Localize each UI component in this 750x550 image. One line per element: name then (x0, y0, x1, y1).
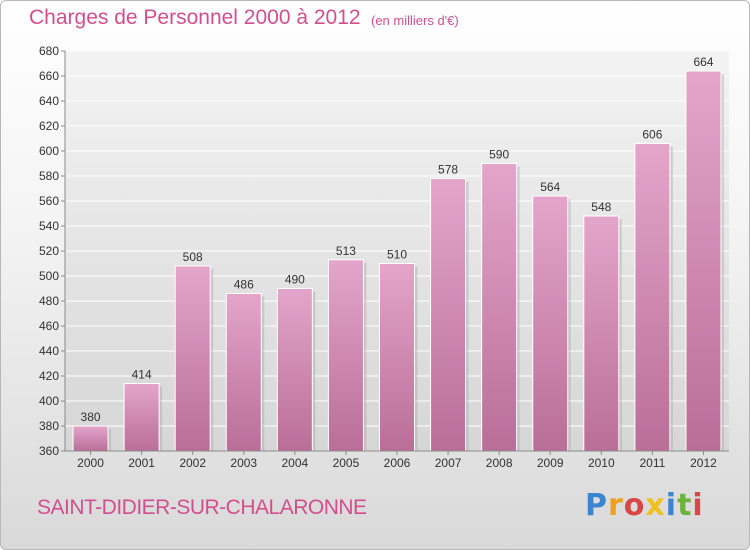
logo-letter: x (645, 488, 666, 523)
data-label-2000: 380 (81, 410, 101, 424)
y-tick-label: 560 (39, 194, 59, 208)
y-tick-label: 600 (39, 144, 59, 158)
x-tick-label-2001: 2001 (128, 456, 155, 470)
x-tick-label-2009: 2009 (537, 456, 564, 470)
x-tick-label-2012: 2012 (690, 456, 717, 470)
y-tick-label: 400 (39, 394, 59, 408)
y-tick-label: 540 (39, 219, 59, 233)
bar-2011 (634, 143, 671, 452)
bar-2000 (72, 425, 109, 452)
bar-2007 (430, 178, 467, 452)
x-tick-label-2011: 2011 (639, 456, 665, 470)
bar-2010 (583, 215, 620, 452)
data-label-2006: 510 (387, 248, 407, 262)
x-tick-label-2006: 2006 (384, 456, 411, 470)
bar-2008 (481, 163, 518, 452)
bar-2009 (532, 195, 569, 452)
x-tick-label-2002: 2002 (179, 456, 206, 470)
y-tick-label: 620 (39, 119, 59, 133)
bars (72, 70, 724, 452)
data-labels: 380 414 508 486 490 513 510 578 590 564 548 606 664 (81, 55, 714, 424)
data-label-2010: 548 (591, 200, 611, 214)
data-label-2003: 486 (234, 278, 254, 292)
data-label-2009: 564 (540, 180, 560, 194)
data-label-2005: 513 (336, 244, 356, 258)
bar-2012 (685, 70, 722, 452)
y-tick-label: 660 (39, 69, 59, 83)
y-tick-label: 440 (39, 344, 59, 358)
y-tick-label: 480 (39, 294, 59, 308)
bar-2006 (379, 263, 415, 452)
y-tick-label: 500 (39, 269, 59, 283)
chart-title: Charges de Personnel 2000 à 2012 (29, 6, 361, 29)
y-tick-label: 680 (39, 44, 59, 58)
bar-2003 (225, 293, 262, 452)
commune-name: SAINT-DIDIER-SUR-CHALARONNE (37, 496, 367, 519)
y-axis-ticks: 360 380 400 420 440 460 480 500 520 540 560 580 600 6… (39, 44, 65, 458)
logo-letter: t (677, 488, 693, 523)
proxiti-logo: Proxiti (585, 488, 704, 523)
logo-letter: o (623, 488, 646, 523)
data-label-2008: 590 (489, 148, 509, 162)
y-tick-label: 360 (39, 444, 59, 458)
x-axis-ticks: 2000 2001 2002 2003 2004 2005 2006 2007 2008 2009… (77, 451, 717, 470)
logo-letter: P (585, 488, 608, 523)
x-tick-label-2004: 2004 (281, 456, 308, 470)
y-tick-label: 380 (39, 419, 59, 433)
x-tick-label-2008: 2008 (486, 456, 513, 470)
logo-letter: r (608, 488, 624, 523)
y-tick-label: 460 (39, 319, 59, 333)
y-tick-label: 420 (39, 369, 59, 383)
bar-2001 (123, 383, 160, 452)
y-tick-label: 580 (39, 169, 59, 183)
x-tick-label-2005: 2005 (333, 456, 360, 470)
logo-letter: i (692, 488, 704, 523)
bar-2005 (327, 259, 364, 452)
x-tick-label-2003: 2003 (230, 456, 257, 470)
data-label-2001: 414 (132, 368, 152, 382)
bar-2002 (174, 265, 211, 452)
chart-subtitle: (en milliers d'€) (371, 13, 459, 28)
x-tick-label-2010: 2010 (588, 456, 615, 470)
data-label-2002: 508 (183, 250, 203, 264)
data-label-2004: 490 (285, 273, 305, 287)
x-tick-label-2007: 2007 (435, 456, 462, 470)
x-tick-label-2000: 2000 (77, 456, 104, 470)
y-tick-label: 640 (39, 94, 59, 108)
data-label-2012: 664 (693, 55, 713, 69)
y-tick-label: 520 (39, 244, 59, 258)
bar-2004 (276, 288, 313, 452)
logo-letter: i (665, 488, 678, 523)
data-label-2011: 606 (642, 128, 662, 142)
data-label-2007: 578 (438, 163, 458, 177)
